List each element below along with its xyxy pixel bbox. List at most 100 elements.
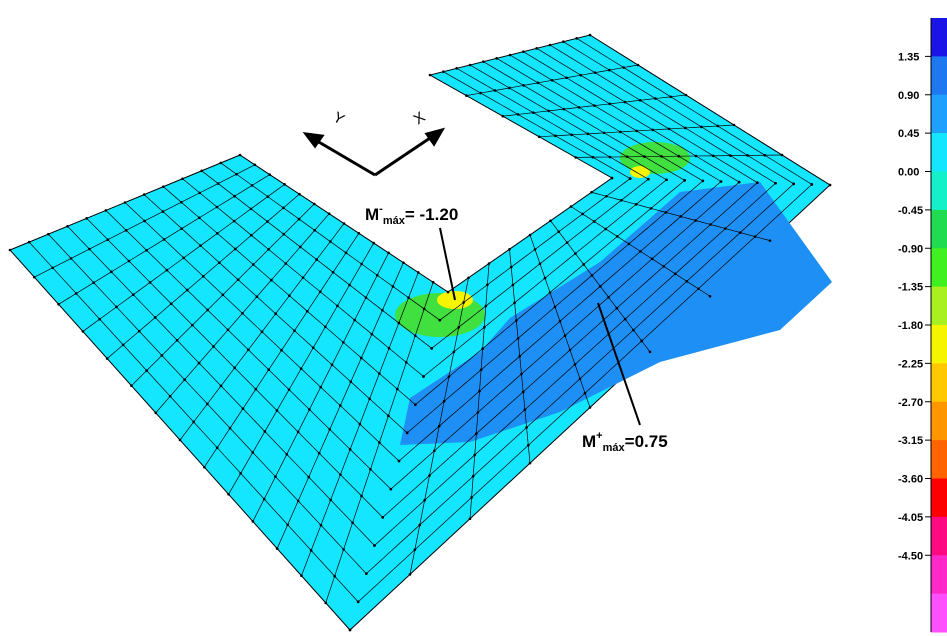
mesh-node	[250, 208, 253, 211]
legend-band	[931, 210, 947, 249]
mesh-node	[276, 547, 279, 550]
mesh-node	[138, 330, 141, 333]
mesh-node	[547, 110, 550, 113]
mesh-node	[122, 344, 125, 347]
mesh-node	[475, 432, 478, 435]
mesh-node	[227, 493, 230, 496]
mesh-node	[729, 154, 732, 157]
mesh-node	[781, 154, 784, 157]
mesh-node	[398, 460, 401, 463]
mesh-node	[524, 408, 527, 411]
mesh-node	[522, 50, 525, 53]
mesh-node	[300, 574, 303, 577]
mesh-node	[574, 156, 577, 159]
mesh-node	[584, 392, 587, 395]
mesh-node	[428, 474, 431, 477]
mesh-node	[580, 74, 583, 77]
axes-triad	[306, 130, 442, 175]
mesh-node	[387, 252, 390, 255]
mesh-node	[302, 276, 305, 279]
mesh-node	[694, 219, 697, 222]
mesh-node	[579, 377, 582, 380]
mesh-node	[405, 361, 408, 364]
mesh-node	[235, 173, 238, 176]
mesh-node	[329, 240, 332, 243]
mesh-node	[423, 499, 426, 502]
mesh-node	[683, 179, 686, 182]
mesh-node	[247, 348, 250, 351]
mesh-node	[336, 305, 339, 308]
mesh-node	[609, 156, 612, 159]
mesh-node	[298, 193, 301, 196]
mesh-node	[307, 476, 310, 479]
mesh-node	[488, 262, 491, 265]
mesh-node	[624, 101, 627, 104]
mesh-node	[629, 177, 632, 180]
mesh-node	[166, 269, 169, 272]
mesh-node	[162, 185, 165, 188]
mesh-node	[643, 155, 646, 158]
mesh-node	[163, 238, 166, 241]
mesh-node	[529, 462, 532, 465]
mesh-node	[569, 349, 572, 352]
mesh-node	[700, 126, 703, 129]
mesh-node	[254, 163, 257, 166]
mesh-node	[161, 354, 164, 357]
mesh-node	[234, 248, 237, 251]
annotation: M-máx= -1.20	[365, 203, 458, 227]
mesh-node	[406, 432, 409, 435]
mesh-node	[256, 295, 259, 298]
legend-band	[931, 248, 947, 287]
mesh-node	[619, 131, 622, 134]
mesh-node	[462, 301, 465, 304]
mesh-node	[318, 452, 321, 455]
mesh-node	[388, 347, 391, 350]
mesh-node	[429, 74, 432, 77]
mesh-node	[599, 285, 602, 288]
mesh-node	[66, 225, 69, 228]
mesh-node	[198, 362, 201, 365]
mesh-node	[527, 444, 530, 447]
mesh-node	[360, 495, 363, 498]
mesh-node	[297, 500, 300, 503]
mesh-node	[154, 412, 157, 415]
mesh-node	[376, 274, 379, 277]
mesh-node	[345, 251, 348, 254]
mesh-node	[285, 453, 288, 456]
mesh-node	[482, 60, 485, 63]
mesh-node	[145, 249, 148, 252]
mesh-node	[299, 246, 302, 249]
mesh-node	[241, 312, 244, 315]
mesh-node	[651, 258, 654, 261]
mesh-node	[293, 329, 296, 332]
sup: +	[596, 430, 602, 442]
mesh-node	[624, 318, 627, 321]
mesh-node	[250, 234, 253, 237]
mesh-node	[639, 250, 642, 253]
mesh-node	[98, 318, 101, 321]
mesh-node	[329, 499, 332, 502]
mesh-node	[611, 177, 614, 180]
mesh-node	[407, 296, 410, 299]
mesh-node	[532, 111, 535, 114]
legend-label: 1.35	[898, 51, 919, 63]
mesh-node	[315, 258, 318, 261]
mesh-node	[233, 220, 236, 223]
legend-band	[931, 402, 947, 441]
legend-band	[931, 95, 947, 134]
mesh-node	[469, 64, 472, 67]
mesh-node	[620, 199, 623, 202]
mesh-node	[276, 409, 279, 412]
mesh-node	[517, 113, 520, 116]
mesh-node	[132, 293, 135, 296]
mesh-node	[447, 291, 450, 294]
mesh-node	[712, 155, 715, 158]
mesh-node	[512, 284, 515, 287]
mesh-node	[423, 308, 426, 311]
mesh-node	[57, 303, 60, 306]
legend-band	[931, 555, 947, 594]
mesh-node	[686, 280, 689, 283]
mesh-node	[348, 284, 351, 287]
mesh-node	[200, 170, 203, 173]
annotation: M+máx=0.75	[582, 430, 668, 454]
